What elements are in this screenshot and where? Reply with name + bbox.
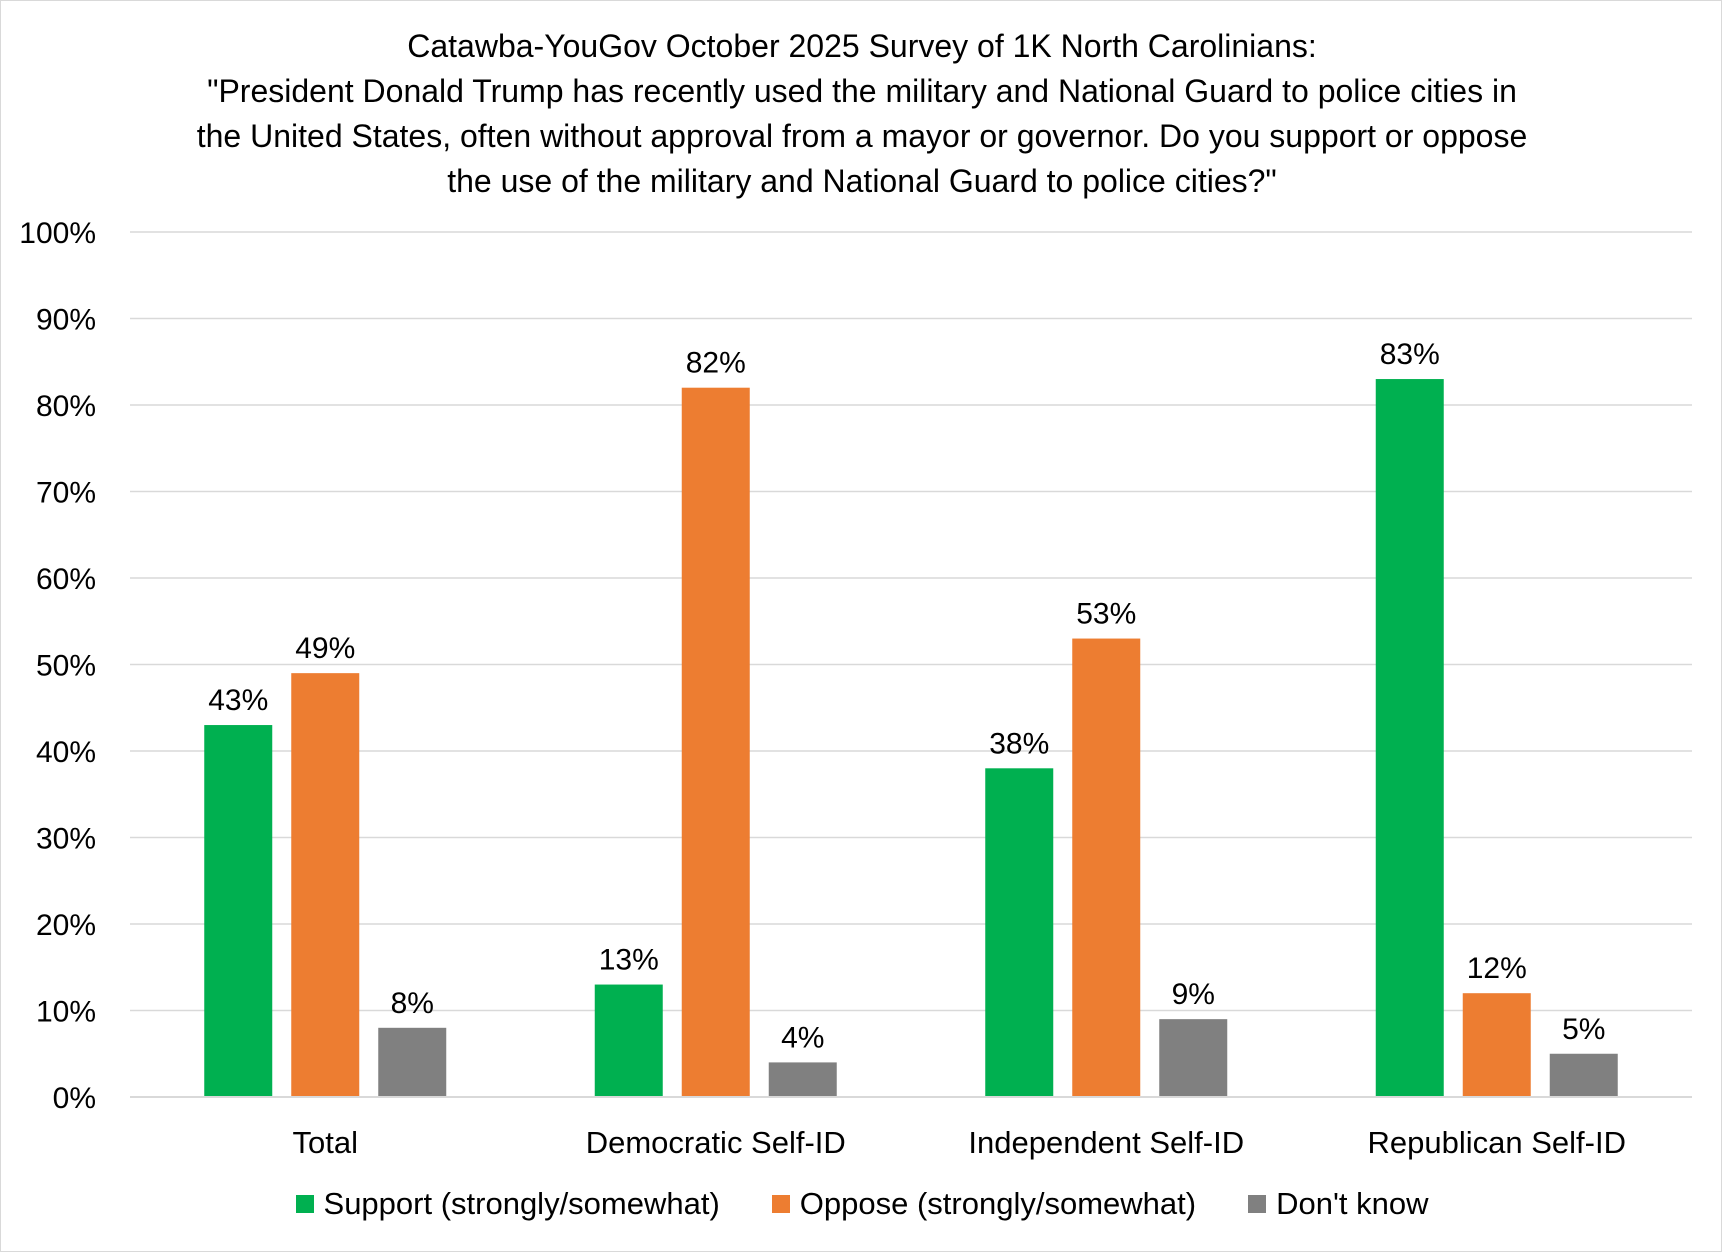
x-category-label: Independent Self-ID bbox=[968, 1125, 1244, 1160]
data-label: 9% bbox=[1172, 978, 1215, 1011]
y-tick-label: 20% bbox=[36, 909, 96, 942]
legend-item-oppose: Oppose (strongly/somewhat) bbox=[771, 1186, 1197, 1222]
y-tick-label: 80% bbox=[36, 390, 96, 423]
title-line-2: "President Donald Trump has recently use… bbox=[207, 73, 1517, 109]
y-tick-label: 70% bbox=[36, 477, 96, 510]
bar-support bbox=[985, 768, 1054, 1097]
bar-dont-know bbox=[1159, 1019, 1228, 1097]
legend: Support (strongly/somewhat) Oppose (stro… bbox=[0, 1186, 1724, 1222]
data-label: 83% bbox=[1380, 338, 1440, 371]
y-tick-label: 50% bbox=[36, 650, 96, 683]
data-label: 12% bbox=[1467, 952, 1527, 985]
data-label: 8% bbox=[391, 987, 434, 1020]
x-category-label: Total bbox=[293, 1125, 358, 1160]
legend-swatch-support bbox=[295, 1195, 314, 1213]
legend-label-support: Support (strongly/somewhat) bbox=[323, 1186, 720, 1221]
bar-oppose bbox=[291, 673, 360, 1097]
y-tick-label: 10% bbox=[36, 996, 96, 1029]
x-category-label: Republican Self-ID bbox=[1368, 1125, 1626, 1160]
chart-title: Catawba-YouGov October 2025 Survey of 1K… bbox=[0, 24, 1724, 204]
legend-item-support: Support (strongly/somewhat) bbox=[295, 1186, 720, 1222]
title-line-3: the United States, often without approva… bbox=[196, 118, 1528, 154]
legend-swatch-dont-know bbox=[1248, 1195, 1267, 1213]
x-category-label: Democratic Self-ID bbox=[586, 1125, 846, 1160]
data-label: 13% bbox=[599, 944, 659, 977]
data-label: 43% bbox=[208, 684, 268, 717]
y-tick-label: 30% bbox=[36, 823, 96, 856]
y-tick-label: 60% bbox=[36, 563, 96, 596]
bar-support bbox=[594, 984, 663, 1097]
bar-support bbox=[204, 725, 273, 1097]
data-label: 38% bbox=[989, 727, 1049, 760]
data-label: 4% bbox=[781, 1021, 824, 1054]
y-tick-label: 0% bbox=[53, 1082, 96, 1115]
legend-label-oppose: Oppose (strongly/somewhat) bbox=[799, 1186, 1197, 1221]
bar-dont-know bbox=[378, 1027, 447, 1097]
bar-oppose bbox=[1462, 993, 1531, 1097]
data-label: 53% bbox=[1076, 598, 1136, 631]
bar-oppose bbox=[1072, 638, 1141, 1097]
bar-support bbox=[1375, 379, 1444, 1097]
bar-oppose bbox=[681, 387, 750, 1097]
title-line-4: the use of the military and National Gua… bbox=[447, 163, 1277, 199]
y-tick-label: 100% bbox=[19, 217, 96, 250]
data-label: 49% bbox=[295, 632, 355, 665]
data-label: 82% bbox=[686, 347, 746, 380]
legend-swatch-oppose bbox=[771, 1195, 790, 1213]
legend-label-dont-know: Don't know bbox=[1276, 1186, 1429, 1221]
legend-item-dont-know: Don't know bbox=[1248, 1186, 1428, 1222]
y-tick-label: 90% bbox=[36, 304, 96, 337]
title-line-1: Catawba-YouGov October 2025 Survey of 1K… bbox=[407, 28, 1317, 64]
data-label: 5% bbox=[1562, 1013, 1605, 1046]
y-tick-label: 40% bbox=[36, 736, 96, 769]
bar-dont-know bbox=[1549, 1053, 1618, 1097]
bar-dont-know bbox=[768, 1062, 837, 1097]
